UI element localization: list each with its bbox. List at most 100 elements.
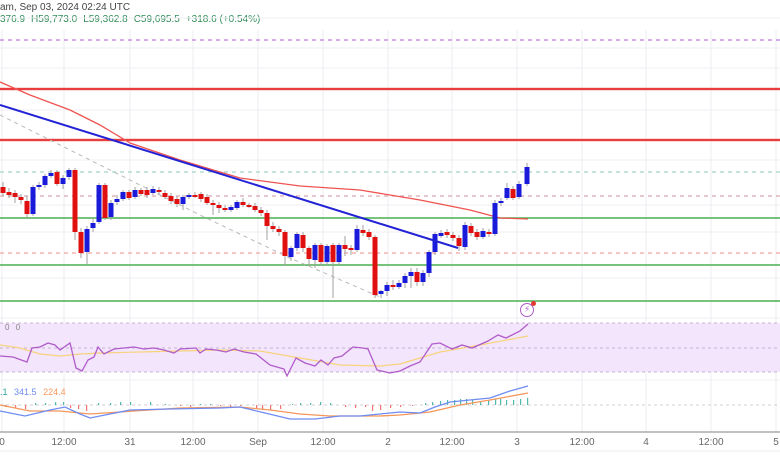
rsi-line bbox=[0, 323, 529, 378]
bearish-candle bbox=[78, 232, 84, 253]
bearish-candle bbox=[456, 238, 462, 246]
bearish-candle bbox=[156, 190, 162, 192]
bullish-candle bbox=[396, 283, 402, 287]
bullish-candle bbox=[524, 167, 530, 184]
macd-histogram-bar bbox=[120, 402, 122, 405]
bearish-candle bbox=[330, 245, 336, 262]
macd-histogram-bar bbox=[432, 402, 434, 405]
macd-histogram-bar bbox=[480, 401, 482, 405]
bearish-candle bbox=[486, 232, 492, 234]
bearish-candle bbox=[342, 245, 348, 249]
bullish-candle bbox=[402, 276, 408, 283]
macd-legend: .1 341.5 224.4 bbox=[0, 387, 66, 397]
bearish-candle bbox=[168, 196, 174, 201]
macd-histogram-bar bbox=[256, 405, 258, 408]
macd-histogram-bar bbox=[380, 405, 382, 410]
macd-histogram-bar bbox=[460, 399, 462, 405]
x-axis-tick-label: Sep bbox=[249, 437, 267, 448]
macd-histogram-bar bbox=[86, 405, 88, 411]
x-axis-tick-label: 0 bbox=[0, 437, 5, 448]
macd-histogram-bar bbox=[488, 400, 490, 405]
bullish-candle bbox=[426, 252, 432, 273]
bearish-candle bbox=[450, 235, 456, 238]
macd-histogram-bar bbox=[345, 405, 347, 407]
bearish-candle bbox=[258, 210, 264, 213]
macd-histogram-bar bbox=[15, 405, 17, 408]
bearish-candle bbox=[306, 248, 312, 259]
x-axis-tick-label: 5 bbox=[773, 437, 779, 448]
lightning-alert-icon[interactable]: ⚡ bbox=[520, 301, 536, 317]
macd-histogram-bar bbox=[500, 399, 502, 405]
bullish-candle bbox=[408, 272, 414, 276]
bullish-candle bbox=[228, 207, 234, 210]
macd-histogram-bar bbox=[262, 405, 264, 410]
macd-histogram-bar bbox=[440, 401, 442, 405]
macd-histogram-bar bbox=[300, 403, 302, 405]
bearish-candle bbox=[444, 232, 450, 235]
macd-histogram-bar bbox=[165, 404, 167, 405]
bullish-candle bbox=[378, 291, 384, 294]
rsi-ma-line bbox=[0, 335, 529, 367]
macd-histogram-bar bbox=[55, 402, 57, 405]
macd-histogram-bar bbox=[130, 402, 132, 405]
x-axis-tick-label: 3 bbox=[514, 437, 520, 448]
bullish-candle bbox=[462, 225, 468, 247]
macd-line bbox=[0, 385, 529, 420]
macd-histogram-bar bbox=[520, 399, 522, 405]
bullish-candle bbox=[492, 203, 498, 234]
bearish-candle bbox=[222, 208, 228, 210]
bullish-candle bbox=[96, 185, 102, 222]
bullish-candle bbox=[294, 234, 300, 248]
x-axis-tick-label: 12:00 bbox=[180, 437, 206, 448]
bullish-candle bbox=[504, 188, 510, 198]
macd-histogram-bar bbox=[35, 403, 37, 405]
bearish-candle bbox=[318, 245, 324, 262]
macd-histogram-bar bbox=[495, 399, 497, 405]
bearish-candle bbox=[270, 226, 276, 229]
macd-histogram-bar bbox=[365, 405, 367, 407]
alert-badge-dot bbox=[531, 301, 536, 306]
macd-hist-value: .1 bbox=[0, 387, 8, 397]
macd-histogram-bar bbox=[45, 403, 47, 405]
bearish-candle bbox=[216, 205, 222, 208]
bullish-candle bbox=[60, 178, 66, 184]
bullish-candle bbox=[84, 229, 90, 252]
bearish-candle bbox=[414, 272, 420, 282]
bullish-candle bbox=[432, 234, 438, 252]
macd-histogram-bar bbox=[454, 400, 456, 405]
macd-histogram-bar bbox=[150, 402, 152, 405]
x-axis-tick-label: 31 bbox=[124, 437, 136, 448]
bullish-candle bbox=[354, 229, 360, 250]
ema-line bbox=[0, 81, 529, 220]
bullish-candle bbox=[516, 184, 522, 197]
macd-signal-value: 224.4 bbox=[43, 387, 66, 397]
bearish-candle bbox=[198, 194, 204, 199]
bearish-candle bbox=[246, 205, 252, 207]
bearish-candle bbox=[240, 202, 246, 205]
bearish-candle bbox=[174, 199, 180, 204]
bearish-candle bbox=[300, 235, 306, 248]
ohlc-open: 376.9 bbox=[0, 14, 26, 25]
macd-histogram-bar bbox=[200, 404, 202, 405]
x-axis-tick-label: 4 bbox=[643, 437, 649, 448]
bearish-candle bbox=[72, 170, 78, 232]
macd-histogram-bar bbox=[310, 403, 312, 405]
bullish-candle bbox=[312, 245, 318, 260]
bearish-candle bbox=[6, 192, 12, 195]
macd-histogram-bar bbox=[330, 403, 332, 405]
ohlc-change: +318.6 (+0.54%) bbox=[185, 14, 261, 25]
bearish-candle bbox=[348, 248, 354, 250]
macd-histogram-bar bbox=[210, 404, 212, 405]
bullish-candle bbox=[480, 231, 486, 237]
bullish-candle bbox=[420, 273, 426, 282]
macd-histogram-bar bbox=[466, 399, 468, 405]
bearish-candle bbox=[204, 197, 210, 203]
macd-histogram-bar bbox=[292, 404, 294, 405]
bullish-candle bbox=[324, 246, 330, 262]
macd-histogram-bar bbox=[180, 405, 182, 406]
bearish-candle bbox=[192, 195, 198, 197]
bullish-candle bbox=[186, 195, 192, 197]
bullish-candle bbox=[288, 248, 294, 257]
dotted-trendline bbox=[0, 114, 381, 298]
